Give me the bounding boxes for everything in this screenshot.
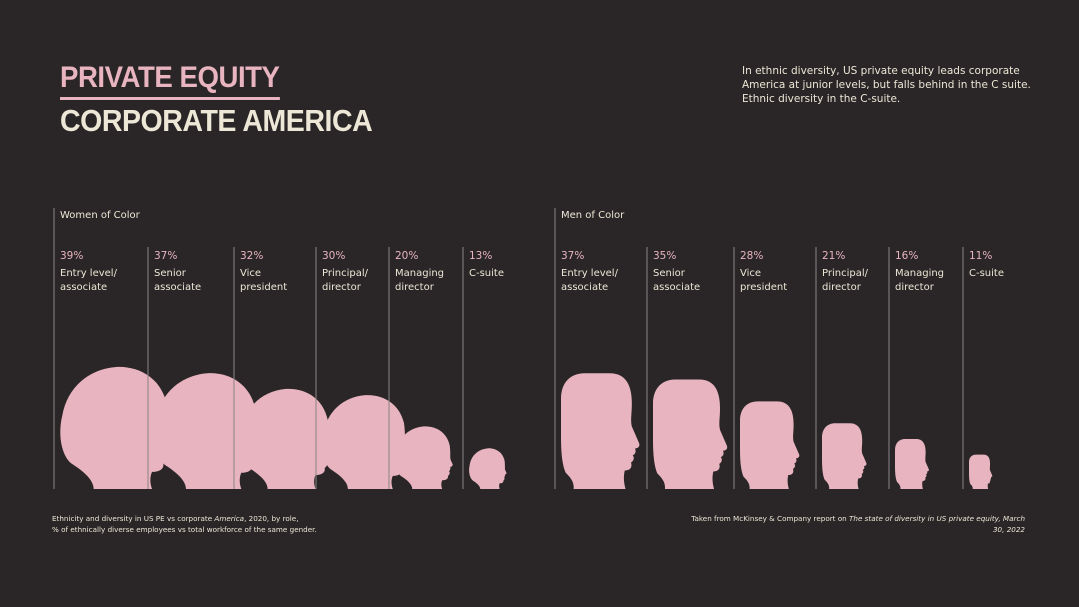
footnote-source-date: , March 30, 2022: [992, 514, 1025, 534]
role-label: Senior: [154, 268, 187, 279]
footnote-left-line2: % of ethnically diverse employees vs tot…: [52, 524, 317, 534]
footnote-left-pre: Ethnicity and diversity in US PE vs corp…: [52, 514, 215, 523]
percent-label: 30%: [322, 250, 345, 262]
percent-label: 28%: [740, 250, 763, 262]
role-label: Senior: [653, 268, 686, 279]
male-head-silhouette-icon: [895, 438, 929, 489]
role-label-line2: associate: [60, 282, 107, 293]
footnote-left: Ethnicity and diversity in US PE vs corp…: [52, 514, 432, 535]
footnote-left-italic: America: [214, 514, 245, 523]
female-head-silhouette-icon: [60, 366, 173, 489]
footnote-source-title: The state of diversity in US private equ…: [849, 514, 999, 523]
title-corporate-america: CORPORATE AMERICA: [60, 103, 373, 138]
role-label-line2: associate: [653, 282, 700, 293]
group-title: Women of Color: [60, 210, 141, 221]
male-head-silhouette-icon: [822, 423, 867, 489]
percent-label: 11%: [969, 250, 992, 262]
role-label-line2: director: [822, 282, 862, 293]
female-head-silhouette-icon: [240, 388, 333, 489]
role-label-line2: president: [740, 282, 787, 293]
percent-label: 37%: [154, 250, 177, 262]
male-head-silhouette-icon: [740, 401, 800, 489]
role-label-line2: director: [395, 282, 435, 293]
role-label: Vice: [240, 268, 261, 279]
role-label: Vice: [740, 268, 761, 279]
percent-label: 13%: [469, 250, 492, 262]
role-label-line2: director: [322, 282, 362, 293]
footnote-source: Taken from McKinsey & Company report on …: [680, 514, 1025, 535]
percent-label: 39%: [60, 250, 83, 262]
female-head-silhouette-icon: [395, 426, 453, 489]
role-label: Principal/: [822, 268, 869, 279]
percent-label: 21%: [822, 250, 845, 262]
intro-text: In ethnic diversity, US private equity l…: [742, 65, 1031, 105]
percent-label: 32%: [240, 250, 263, 262]
role-label: C-suite: [469, 268, 504, 279]
male-head-silhouette-icon: [561, 373, 640, 489]
role-label: Entry level/: [60, 268, 118, 279]
role-label-line2: associate: [154, 282, 201, 293]
role-label-line2: associate: [561, 282, 608, 293]
female-head-silhouette-icon: [469, 448, 507, 489]
percent-label: 20%: [395, 250, 418, 262]
female-head-silhouette-icon: [322, 395, 409, 489]
role-label: C-suite: [969, 268, 1004, 279]
role-label: Principal/: [322, 268, 369, 279]
role-label: Managing: [895, 268, 944, 279]
role-label-line2: president: [240, 282, 287, 293]
footnote-left-post: , 2020, by role,: [244, 514, 299, 523]
male-head-silhouette-icon: [969, 454, 993, 489]
role-label: Managing: [395, 268, 444, 279]
role-label: Entry level/: [561, 268, 619, 279]
percent-label: 37%: [561, 250, 584, 262]
role-label-line2: director: [895, 282, 935, 293]
percent-label: 35%: [653, 250, 676, 262]
group-title: Men of Color: [561, 210, 625, 221]
percent-label: 16%: [895, 250, 918, 262]
male-head-silhouette-icon: [653, 379, 728, 489]
footnote-source-pre: Taken from McKinsey & Company report on: [691, 514, 850, 523]
title-private-equity: PRIVATE EQUITY: [60, 60, 280, 100]
